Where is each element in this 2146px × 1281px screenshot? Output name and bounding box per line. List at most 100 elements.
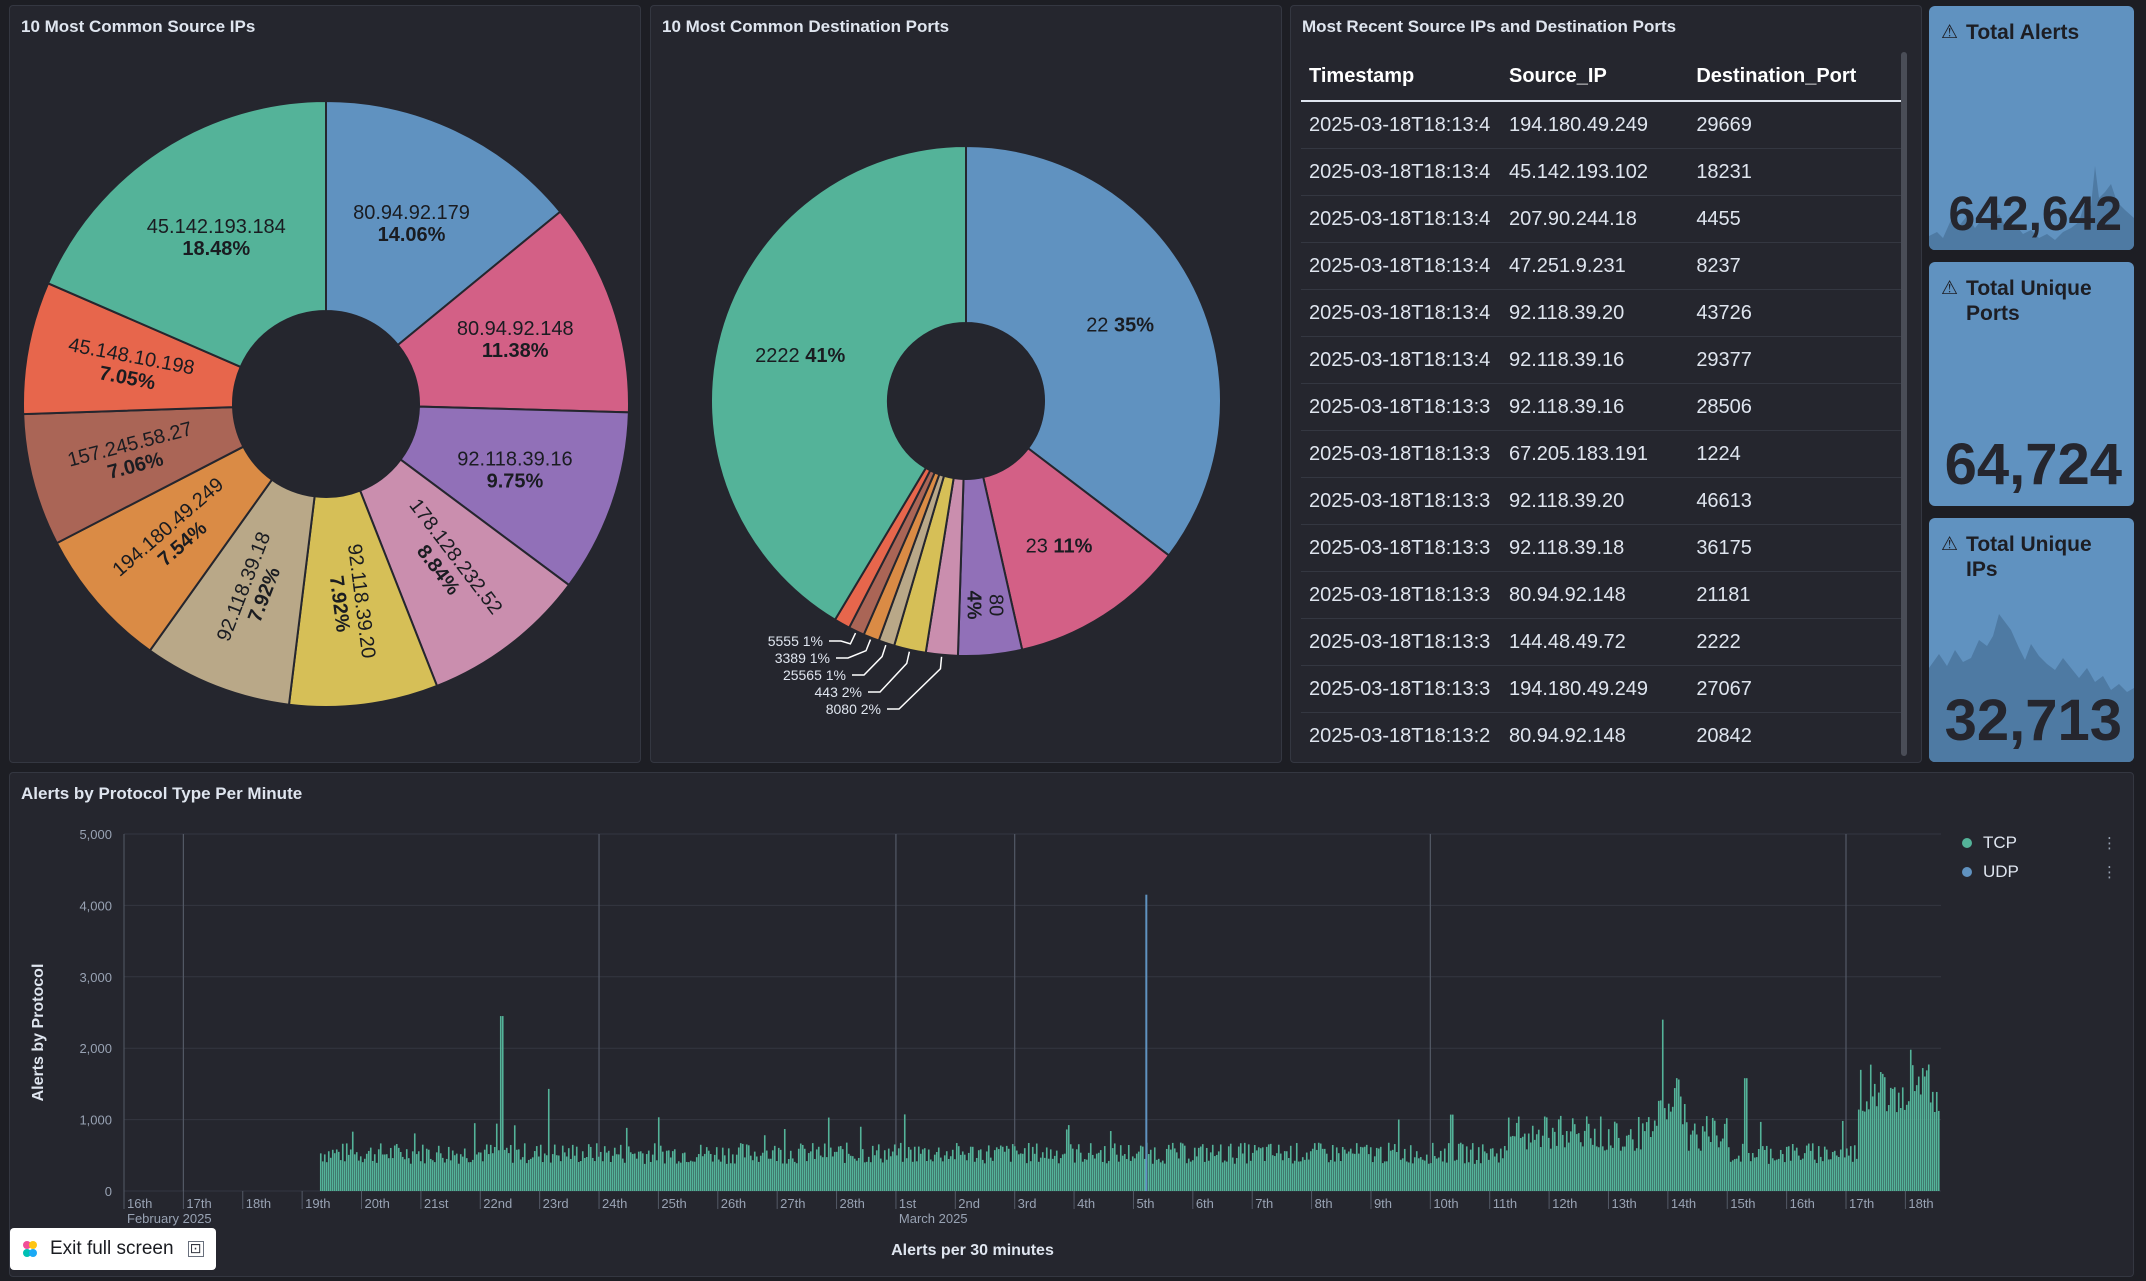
bar: [699, 1144, 702, 1191]
bar: [1899, 1108, 1902, 1191]
exit-full-screen-button[interactable]: Exit full screen ⊡: [10, 1228, 216, 1270]
table-scrollbar[interactable]: [1901, 52, 1907, 756]
pie-slice[interactable]: [396, 210, 630, 414]
bar: [1693, 1123, 1696, 1191]
table-row[interactable]: 2025-03-18T18:13:3 67.205.183.191 1224: [1301, 430, 1901, 478]
table-body: 2025-03-18T18:13:4 194.180.49.249 29669 202…: [1301, 101, 1901, 756]
table-row[interactable]: 2025-03-18T18:13:3 144.48.49.72 2222: [1301, 618, 1901, 666]
bar: [1707, 1136, 1710, 1191]
bar: [769, 1158, 772, 1191]
bar: [1711, 1117, 1714, 1191]
metric-total-unique-ports[interactable]: ⚠ Total Unique Ports 64,724: [1929, 262, 2134, 506]
bar: [1439, 1150, 1442, 1191]
table-row[interactable]: 2025-03-18T18:13:3 92.118.39.20 46613: [1301, 477, 1901, 525]
column-header-timestamp[interactable]: Timestamp: [1301, 52, 1501, 102]
bar: [393, 1145, 396, 1191]
bar: [1395, 1152, 1398, 1191]
bar: [449, 1160, 452, 1191]
bar: [1171, 1142, 1174, 1191]
table-row[interactable]: 2025-03-18T18:13:4 207.90.244.18 4455: [1301, 195, 1901, 243]
bar: [1037, 1161, 1040, 1191]
table-row[interactable]: 2025-03-18T18:13:2 80.94.92.148 20842: [1301, 712, 1901, 756]
bar: [1867, 1109, 1870, 1191]
bar: [1471, 1143, 1474, 1191]
table-row[interactable]: 2025-03-18T18:13:3 92.118.39.18 36175: [1301, 524, 1901, 572]
bar: [1477, 1147, 1480, 1191]
bar: [333, 1153, 336, 1191]
bar: [1093, 1158, 1096, 1191]
table-row[interactable]: 2025-03-18T18:13:4 47.251.9.231 8237: [1301, 242, 1901, 290]
bar: [739, 1143, 742, 1191]
bar: [621, 1158, 624, 1191]
bar: [633, 1153, 636, 1191]
table-row[interactable]: 2025-03-18T18:13:4 45.142.193.102 18231: [1301, 148, 1901, 196]
bar: [1339, 1161, 1342, 1191]
recent-table: Timestamp Source_IP Destination_Port 2025-…: [1301, 52, 1901, 756]
bar: [447, 1146, 450, 1191]
bar: [1761, 1146, 1764, 1191]
bar: [1927, 1064, 1930, 1191]
legend-item-udp[interactable]: UDP ⋮: [1962, 862, 2117, 882]
bar: [1101, 1161, 1104, 1191]
table-row[interactable]: 2025-03-18T18:13:3 92.118.39.16 28506: [1301, 383, 1901, 431]
bar: [1887, 1105, 1890, 1191]
bar: [879, 1158, 882, 1191]
bar: [1897, 1092, 1900, 1191]
bar: [1391, 1149, 1394, 1191]
bar: [1427, 1163, 1430, 1191]
metric-total-alerts[interactable]: ⚠ Total Alerts 642,642: [1929, 6, 2134, 250]
table-cell: 36175: [1688, 524, 1901, 572]
bar: [1341, 1146, 1344, 1191]
bar: [1825, 1149, 1828, 1191]
table-cell: 207.90.244.18: [1501, 195, 1689, 243]
bar: [1649, 1136, 1652, 1191]
bar: [1569, 1131, 1572, 1191]
bar: [341, 1143, 344, 1191]
bar: [1023, 1148, 1026, 1191]
bar: [1259, 1148, 1262, 1191]
pie-slice[interactable]: [710, 144, 967, 622]
bar: [439, 1153, 442, 1191]
bar: [1435, 1158, 1438, 1191]
table-row[interactable]: 2025-03-18T18:13:4 194.180.49.249 29669: [1301, 101, 1901, 149]
bar: [979, 1149, 982, 1191]
metric-total-unique-ips[interactable]: ⚠ Total Unique IPs 32,713: [1929, 518, 2134, 762]
bar: [985, 1151, 988, 1191]
bar: [1847, 1155, 1850, 1191]
column-header-source_ip[interactable]: Source_IP: [1501, 52, 1689, 102]
column-header-destination_port[interactable]: Destination_Port: [1688, 52, 1901, 102]
table-row[interactable]: 2025-03-18T18:13:4 92.118.39.20 43726: [1301, 289, 1901, 337]
bar: [1411, 1163, 1414, 1191]
more-options-icon[interactable]: ⋮: [2102, 864, 2117, 881]
bar: [387, 1158, 390, 1191]
bar: [975, 1157, 978, 1191]
legend-item-tcp[interactable]: TCP ⋮: [1962, 833, 2117, 853]
bar: [1817, 1146, 1820, 1191]
metric-title: ⚠ Total Unique IPs: [1941, 532, 2121, 582]
bar: [1133, 1158, 1136, 1191]
bar: [1373, 1156, 1376, 1191]
table-row[interactable]: 2025-03-18T18:13:4 92.118.39.16 29377: [1301, 336, 1901, 384]
bar: [1729, 1161, 1732, 1191]
bar: [1083, 1159, 1086, 1191]
bar: [335, 1149, 338, 1191]
bar: [1623, 1146, 1626, 1191]
table-row[interactable]: 2025-03-18T18:13:3 80.94.92.148 21181: [1301, 571, 1901, 619]
more-options-icon[interactable]: ⋮: [2102, 835, 2117, 852]
x-tick-label: 16th: [1790, 1196, 1815, 1211]
bar: [777, 1147, 780, 1191]
bar: [753, 1151, 756, 1191]
pie-slice[interactable]: [325, 99, 562, 347]
bar: [791, 1158, 794, 1191]
bar: [1691, 1130, 1694, 1191]
bar: [1801, 1158, 1804, 1191]
bar: [1309, 1151, 1312, 1191]
bar: [501, 1016, 504, 1191]
bar: [1529, 1142, 1532, 1191]
bar: [663, 1163, 666, 1191]
bar: [1741, 1143, 1744, 1191]
table-row[interactable]: 2025-03-18T18:13:3 194.180.49.249 27067: [1301, 665, 1901, 713]
bar: [1683, 1104, 1686, 1191]
bar: [1571, 1118, 1574, 1191]
bar: [801, 1144, 804, 1191]
